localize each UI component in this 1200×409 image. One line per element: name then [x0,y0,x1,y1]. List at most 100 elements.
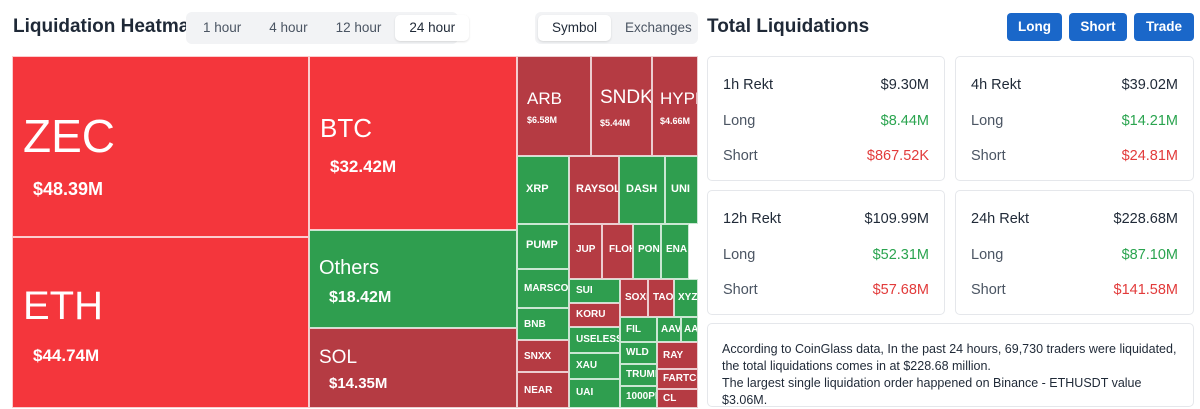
tile-symbol: HYPE [660,89,697,108]
tile-symbol: TAO [653,292,674,303]
summary-line-2: The largest single liquidation order hap… [722,376,1142,407]
heatmap-tile-tao[interactable]: TAO [648,279,674,317]
tile-symbol: SOL [319,347,358,368]
tile-symbol: SOXL [625,292,647,303]
heatmap-tile-sol[interactable]: SOL $14.35M [309,328,517,408]
heatmap-tile-aave[interactable]: AAVE [657,317,681,342]
heatmap-tile-hype[interactable]: HYPE $4.66M [652,56,698,156]
tab-exchanges[interactable]: Exchanges [625,20,692,35]
tile-symbol: TRUMP [626,369,656,380]
tile-symbol: PUMP [526,239,558,251]
tab-4-hour[interactable]: 4 hour [269,20,308,35]
heatmap-tile-raysol[interactable]: RAYSOL [569,156,619,224]
heatmap-tile-btc[interactable]: BTC $32.42M [309,56,517,230]
tile-symbol: ENA [666,244,688,255]
tile-symbol: NEAR [524,385,553,396]
heatmap-tile-soxl[interactable]: SOXL [620,279,648,317]
short-value: $24.81M [1121,148,1178,164]
tab-1-hour[interactable]: 1 hour [203,20,242,35]
heatmap-tile-eth[interactable]: ETH $44.74M [12,237,309,408]
short-value: $141.58M [1113,282,1179,298]
tile-symbol: ZEC [23,110,115,162]
heatmap-tile-near[interactable]: NEAR [517,372,569,408]
tile-value: $18.42M [329,289,392,306]
heatmap-tile-fartcoin[interactable]: FARTCOIN [657,369,698,389]
heatmap-tile-koru[interactable]: KORU [569,303,620,327]
tile-symbol: AAPL [684,324,698,335]
long-label: Long [971,113,1004,129]
tile-symbol: FARTCOIN [663,373,697,384]
tile-symbol: DASH [626,183,658,195]
tile-symbol: USELESS [576,334,620,345]
short-label: Short [971,148,1006,164]
heatmap-tile-sndk[interactable]: SNDK $5.44M [591,56,652,156]
heatmap-tile-xau[interactable]: XAU [569,353,620,379]
heatmap-tile-marscoin[interactable]: MARSCOIN [517,269,569,308]
heatmap-tile-others[interactable]: Others $18.42M [309,230,517,328]
heatmap-tile-fil[interactable]: FIL [620,317,657,342]
long-value: $8.44M [880,113,929,129]
tile-symbol: MARSCOIN [524,283,569,294]
tile-value: $4.66M [660,116,691,126]
tile-symbol: CL [663,393,677,404]
card-total: $109.99M [864,211,930,227]
heatmap-tile-ena[interactable]: ENA [661,224,689,279]
time-range-tabs: 1 hour 4 hour 12 hour 24 hour [186,12,470,44]
tile-symbol: RAYSOL [576,183,619,195]
liquidation-heatmap: ZEC $48.39M ETH $44.74M BTC $32.42M Others $18.… [12,56,698,408]
tab-12-hour[interactable]: 12 hour [335,20,382,35]
heatmap-tile-floki[interactable]: FLOKI [602,224,633,279]
heatmap-tile-zec[interactable]: ZEC $48.39M [12,56,309,237]
short-label: Short [971,282,1006,298]
tile-symbol: ETH [23,284,103,328]
card-label: 4h Rekt [971,77,1021,93]
card-label: 24h Rekt [971,211,1030,227]
tile-symbol: AAVE [661,324,681,335]
tile-symbol: FIL [626,324,641,335]
heatmap-tile-xyz[interactable]: XYZ [674,279,698,317]
heatmap-tile-useless[interactable]: USELESS [569,327,620,353]
heatmap-tile-ponke[interactable]: PONKE [633,224,661,279]
short-value: $57.68M [872,282,929,298]
heatmap-tile-bnb[interactable]: BNB [517,308,569,340]
long-value: $87.10M [1121,247,1178,263]
rekt-card-1h: 1h Rekt $9.30M Long $8.44M Short $867.52K [707,56,945,181]
long-button[interactable]: Long [1007,13,1062,41]
heatmap-tile-wld[interactable]: WLD [620,342,657,364]
tab-24-hour[interactable]: 24 hour [395,15,470,41]
long-label: Long [723,247,756,263]
card-label: 12h Rekt [723,211,782,227]
page-title: Liquidation Heatmap [13,16,201,37]
tile-symbol: FLOKI [609,244,632,255]
heatmap-tile-ray[interactable]: RAY [657,342,698,369]
short-button[interactable]: Short [1069,13,1127,41]
long-label: Long [971,247,1004,263]
rekt-card-4h: 4h Rekt $39.02M Long $14.21M Short $24.81M [955,56,1194,181]
heatmap-tile-uai[interactable]: UAI [569,379,620,408]
tile-symbol: UNI [671,183,690,195]
heatmap-tile-aapl[interactable]: AAPL [681,317,698,342]
tile-value: $32.42M [330,157,397,176]
heatmap-tile-sui[interactable]: SUI [569,279,620,303]
heatmap-tile-1000pepe[interactable]: 1000PEPE [620,386,657,408]
trade-button[interactable]: Trade [1134,13,1194,41]
heatmap-tile-jup[interactable]: JUP [569,224,602,279]
heatmap-tile-xrp[interactable]: XRP [517,156,569,224]
group-by-tabs: Symbol Exchanges [535,12,698,44]
heatmap-tile-dash[interactable]: DASH [619,156,665,224]
tile-value: $5.44M [600,118,631,128]
card-total: $39.02M [1121,77,1178,93]
tile-symbol: BTC [320,113,372,143]
short-value: $867.52K [866,148,929,164]
tile-symbol: KORU [576,309,606,320]
tile-value: $48.39M [33,179,104,199]
long-value: $52.31M [872,247,929,263]
heatmap-tile-arb[interactable]: ARB $6.58M [517,56,591,156]
heatmap-tile-snxx[interactable]: SNXX [517,340,569,372]
rekt-card-24h: 24h Rekt $228.68M Long $87.10M Short $141.5… [955,190,1194,315]
heatmap-tile-trump[interactable]: TRUMP [620,364,657,386]
heatmap-tile-cl[interactable]: CL [657,389,698,408]
heatmap-tile-pump[interactable]: PUMP [517,224,569,269]
tab-symbol[interactable]: Symbol [538,15,612,41]
heatmap-tile-uni[interactable]: UNI [665,156,698,224]
